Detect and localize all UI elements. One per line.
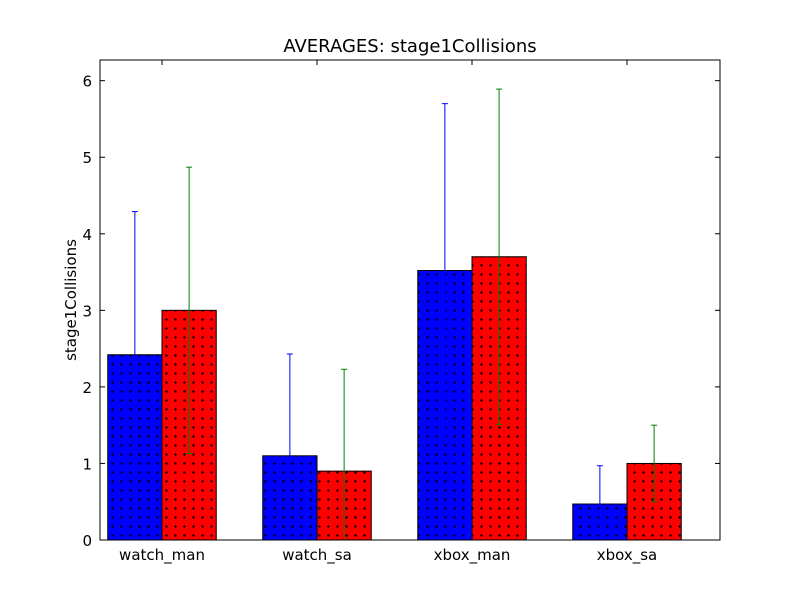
y-tick-label: 0 [82, 532, 92, 550]
x-tick-labels: watch_man watch_sa xbox_man xbox_sa [119, 546, 657, 565]
y-axis-label: stage1Collisions [62, 239, 80, 361]
x-tick-label-xbox_sa: xbox_sa [597, 546, 658, 565]
axis-ticks [100, 60, 720, 541]
y-tick-label: 3 [82, 302, 92, 320]
y-tick-label: 1 [82, 455, 92, 473]
y-tick-label: 2 [82, 379, 92, 397]
bars-layer [107, 256, 682, 541]
chart-title: AVERAGES: stage1Collisions [283, 36, 536, 57]
x-tick-label-xbox_man: xbox_man [434, 546, 511, 565]
x-tick-label-watch_sa: watch_sa [282, 546, 352, 565]
y-tick-label: 4 [82, 226, 92, 244]
error-bars-layer [131, 88, 658, 540]
y-tick-label: 5 [82, 149, 92, 167]
y-tick-labels: 0 1 2 3 4 5 6 [82, 73, 92, 550]
y-tick-label: 6 [82, 73, 92, 91]
plot-frame [99, 59, 721, 541]
x-tick-label-watch_man: watch_man [119, 546, 205, 565]
